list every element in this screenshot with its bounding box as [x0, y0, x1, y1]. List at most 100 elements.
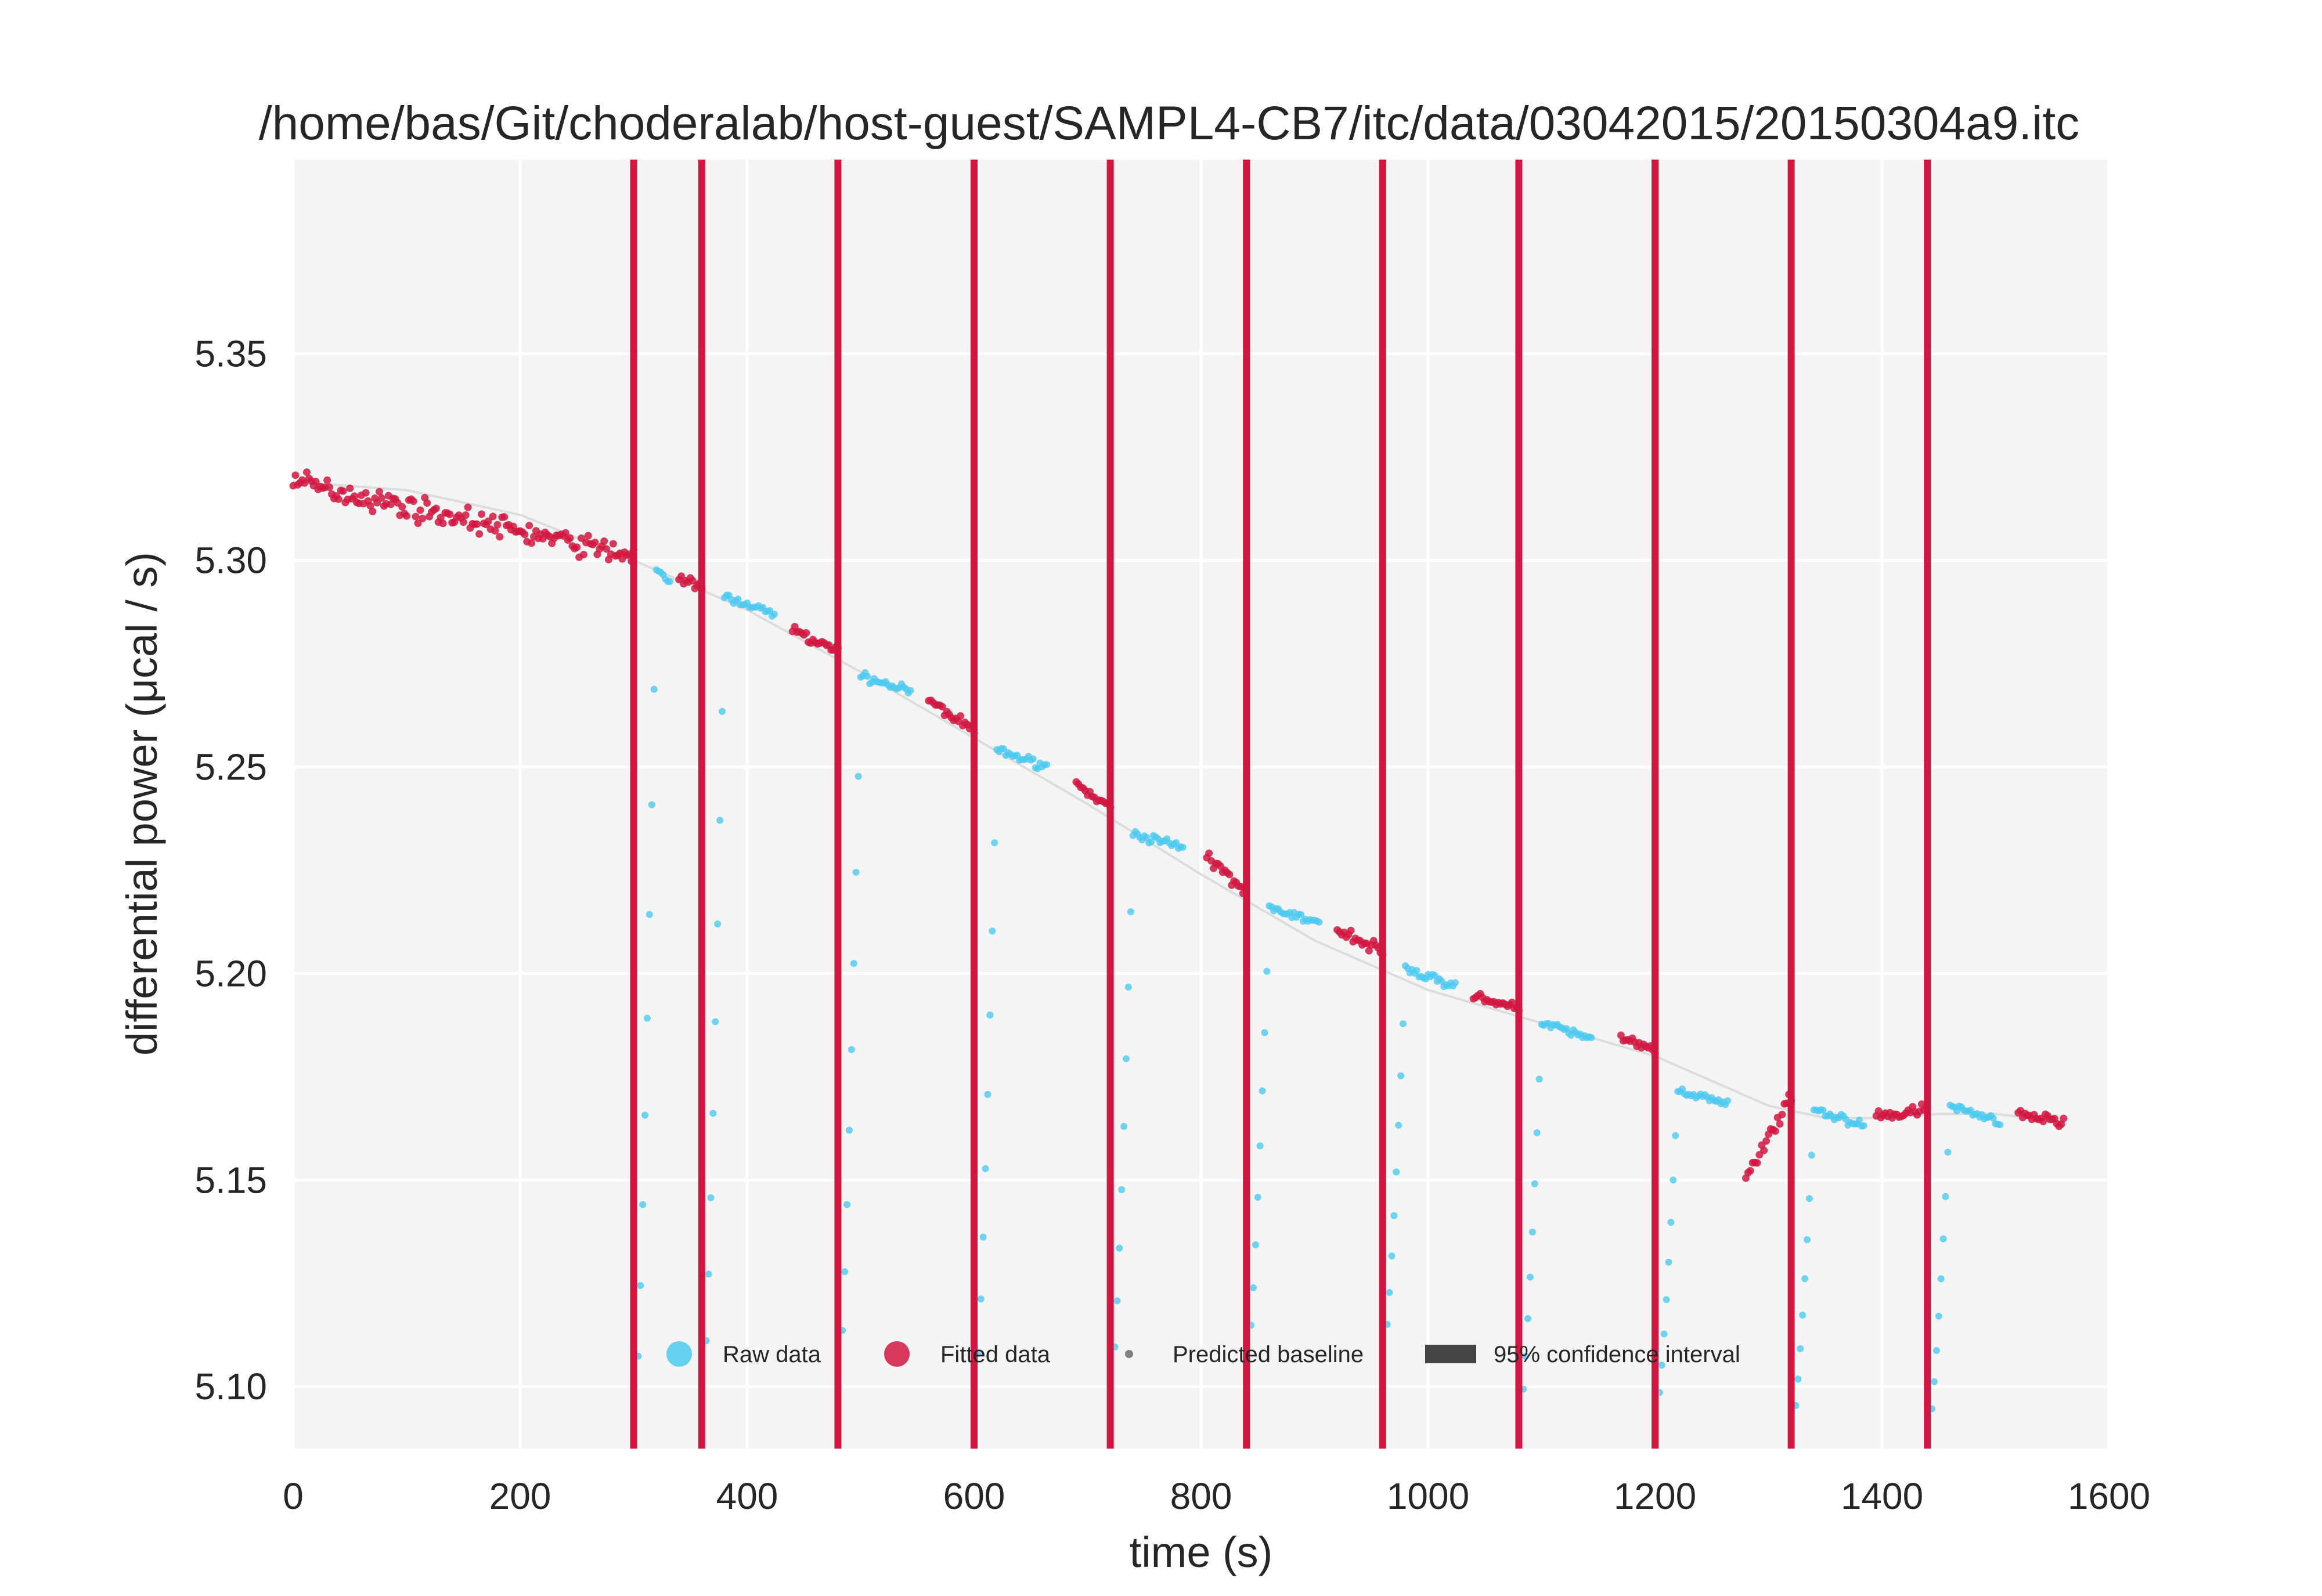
raw-data-point [1386, 1288, 1393, 1296]
raw-data-point [1397, 1072, 1405, 1079]
raw-data-point [1000, 745, 1007, 753]
raw-data-point [1179, 843, 1187, 851]
fitted-data-layer [289, 468, 2068, 1182]
raw-data-point [1399, 1020, 1407, 1027]
raw-data-point [1263, 967, 1271, 975]
fitted-data-point [1753, 1159, 1761, 1167]
y-tick-label: 5.15 [194, 1159, 267, 1201]
fitted-data-point [2060, 1114, 2068, 1122]
raw-data-point [1670, 1176, 1677, 1184]
raw-data-point [1860, 1122, 1867, 1129]
fitted-data-point [579, 551, 587, 559]
fitted-data-point [339, 487, 347, 495]
raw-data-point [1533, 1129, 1541, 1136]
raw-data-point [1451, 979, 1459, 987]
raw-data-point [1801, 1275, 1809, 1283]
y-tick-label: 5.30 [194, 540, 267, 582]
raw-data-point [1935, 1312, 1942, 1320]
fitted-data-point [323, 476, 331, 484]
raw-data-point [714, 920, 722, 927]
raw-data-point [989, 927, 996, 935]
raw-data-point [843, 1201, 851, 1208]
legend-label: 95% confidence interval [1494, 1342, 1740, 1367]
fitted-data-point [521, 530, 529, 539]
y-tick-label: 5.35 [194, 333, 267, 375]
fitted-data-point [491, 527, 499, 535]
raw-data-point [1127, 908, 1134, 916]
raw-data-point [1526, 1273, 1534, 1281]
fitted-data-point [2057, 1120, 2065, 1128]
raw-data-point [984, 1091, 991, 1098]
fitted-data-point [478, 510, 486, 518]
raw-data-point [864, 673, 871, 680]
fitted-data-point [584, 532, 592, 540]
raw-data-point [1261, 1029, 1268, 1037]
raw-data-point [1797, 1345, 1804, 1352]
raw-data-point [1588, 1034, 1595, 1041]
fitted-data-point [500, 513, 509, 521]
fitted-data-point [1347, 926, 1355, 934]
raw-data-point [646, 911, 653, 918]
raw-data-point [637, 1281, 644, 1289]
fitted-data-point [609, 540, 617, 548]
x-tick-label: 400 [716, 1475, 778, 1517]
raw-data-point [852, 868, 860, 876]
raw-data-point [1663, 1296, 1670, 1303]
raw-data-point [1395, 1121, 1402, 1129]
raw-data-point [666, 577, 674, 585]
fitted-data-point [398, 503, 406, 511]
fitted-data-point [366, 501, 374, 510]
x-tick-label: 600 [943, 1475, 1005, 1517]
raw-data-point [1113, 1297, 1121, 1305]
raw-data-point [709, 1110, 717, 1117]
fitted-data-point [1776, 1120, 1784, 1128]
fitted-data-point [525, 522, 533, 530]
injection-lines [630, 160, 1931, 1449]
raw-data-point [850, 960, 857, 967]
fitted-data-point [377, 494, 385, 502]
x-axis-label: time (s) [1130, 1528, 1273, 1576]
raw-data-point [1944, 1149, 1952, 1156]
fitted-data-point [496, 533, 504, 541]
raw-data-point [1147, 838, 1155, 846]
raw-data-point [1249, 1284, 1257, 1291]
fitted-data-point [1365, 947, 1373, 955]
raw-data-point [1930, 1378, 1938, 1385]
raw-data-point [716, 817, 724, 824]
raw-data-point [1660, 1330, 1668, 1338]
raw-data-point [848, 1046, 855, 1053]
raw-data-point [1413, 967, 1420, 974]
fitted-data-point [412, 512, 420, 521]
fitted-data-point [461, 511, 470, 519]
fitted-data-point [528, 539, 536, 547]
legend-marker [884, 1341, 910, 1367]
raw-data-point [991, 839, 998, 847]
raw-data-point [1124, 983, 1132, 991]
raw-data-point [1996, 1121, 2004, 1129]
raw-data-point [1989, 1114, 1997, 1122]
raw-data-point [1254, 1194, 1261, 1201]
raw-data-point [1172, 839, 1180, 846]
raw-data-point [1799, 1311, 1807, 1319]
y-axis-label: differential power (μcal / s) [118, 552, 166, 1056]
raw-data-point [1029, 755, 1037, 763]
raw-data-point [1143, 833, 1151, 841]
fitted-data-point [334, 495, 342, 503]
raw-data-point [1524, 1315, 1532, 1323]
fitted-data-point [326, 483, 334, 492]
raw-data-point [1939, 1235, 1947, 1243]
grid-lines [291, 160, 2111, 1449]
raw-data-point [977, 1295, 985, 1303]
raw-data-point [1531, 1180, 1538, 1187]
raw-data-point [770, 611, 778, 618]
raw-data-point [1808, 1151, 1815, 1159]
fitted-data-point [376, 488, 384, 496]
raw-data-point [1535, 1075, 1543, 1083]
fitted-data-point [1762, 1137, 1771, 1145]
fitted-data-point [369, 507, 377, 515]
raw-data-point [1122, 1055, 1130, 1063]
y-tick-labels: 5.10 5.15 5.20 5.25 5.30 5.35 [194, 333, 267, 1408]
chart-title: /home/bas/Git/choderalab/host-guest/SAMP… [259, 97, 2079, 150]
x-tick-label: 1000 [1387, 1475, 1469, 1517]
